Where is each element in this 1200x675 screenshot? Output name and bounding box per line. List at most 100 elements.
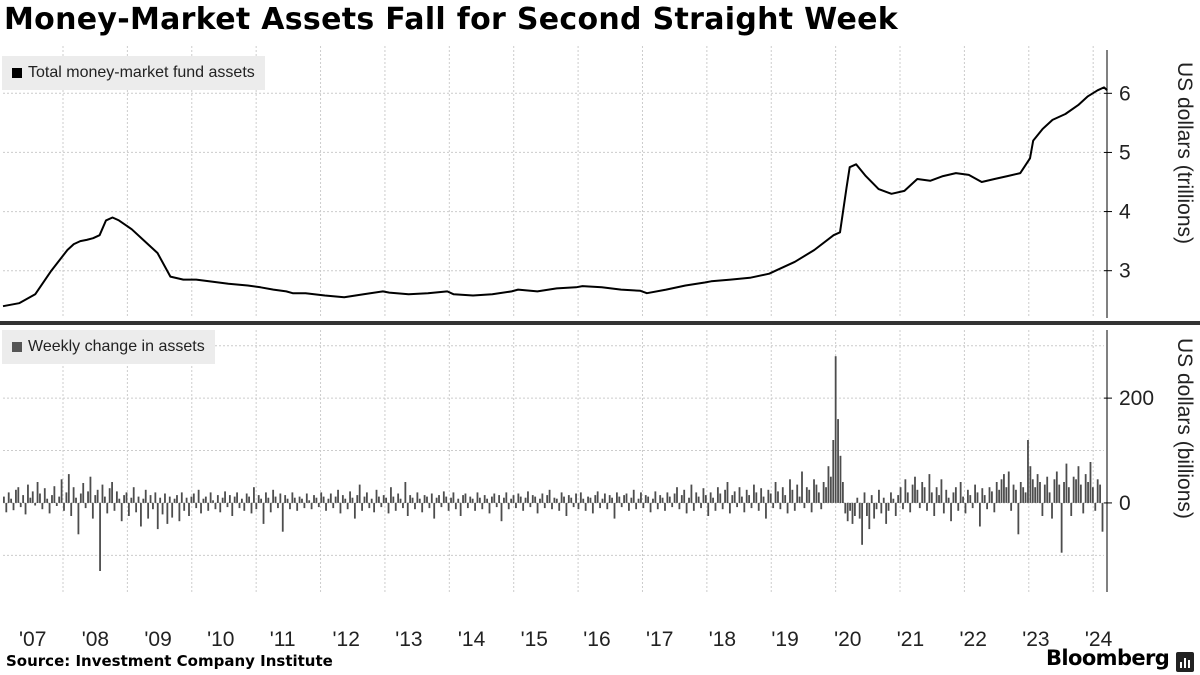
bar <box>849 502 851 511</box>
legend-bottom: Weekly change in assets <box>2 330 215 364</box>
bar <box>796 484 799 503</box>
bar <box>421 502 424 513</box>
bar <box>878 489 880 503</box>
bar <box>834 356 837 503</box>
bar <box>779 502 782 510</box>
bar <box>346 502 349 510</box>
bar <box>409 495 412 503</box>
bar <box>587 496 589 503</box>
bar <box>1058 484 1061 503</box>
bar <box>454 502 457 510</box>
bar <box>570 497 573 503</box>
x-tick-label: '16 <box>583 628 610 651</box>
bar <box>998 489 1001 503</box>
bar <box>986 502 989 510</box>
bar <box>572 502 575 508</box>
bar <box>63 502 65 511</box>
bar <box>123 495 125 503</box>
bar <box>459 502 462 516</box>
bar <box>77 502 80 535</box>
bar <box>27 484 29 503</box>
bar <box>767 489 770 503</box>
bar <box>853 502 856 516</box>
bar <box>79 493 82 503</box>
bar <box>930 492 933 503</box>
bar <box>22 495 25 503</box>
bar <box>113 502 116 511</box>
bar <box>995 482 998 503</box>
bar <box>315 497 318 503</box>
bar <box>942 502 945 514</box>
bar <box>517 493 520 503</box>
bar <box>1087 482 1089 503</box>
bar <box>171 502 174 518</box>
bar <box>589 497 592 503</box>
bar <box>375 489 378 503</box>
bar <box>704 495 707 503</box>
bar <box>180 492 183 503</box>
bar <box>228 495 231 503</box>
bar <box>219 502 222 513</box>
bar <box>772 502 775 509</box>
bar <box>281 502 284 532</box>
bar <box>668 496 671 503</box>
bar <box>524 497 527 503</box>
bar <box>99 502 101 571</box>
bar <box>979 502 981 527</box>
bar <box>363 496 366 503</box>
bar <box>411 497 414 503</box>
bar <box>736 502 738 508</box>
bar <box>75 497 77 503</box>
bar <box>868 502 871 530</box>
bar <box>41 502 44 510</box>
bar <box>469 496 472 503</box>
bar <box>253 487 255 503</box>
bar <box>147 502 150 519</box>
bar <box>640 492 642 503</box>
bar <box>310 502 313 510</box>
bar <box>680 495 683 503</box>
bar <box>356 495 359 503</box>
bar <box>132 487 135 503</box>
bar <box>1082 502 1085 514</box>
bar <box>1060 502 1063 553</box>
y-axis-title-bottom: US dollars (billions) <box>1173 338 1196 519</box>
x-tick-label: '20 <box>834 628 861 651</box>
bar <box>534 496 537 503</box>
bar <box>233 496 236 503</box>
bar <box>325 502 327 511</box>
bar <box>445 496 448 503</box>
bar <box>892 498 895 503</box>
bar <box>608 495 611 503</box>
legend-label-weekly-change: Weekly change in assets <box>28 338 205 355</box>
bar <box>969 495 972 503</box>
bar <box>51 495 53 503</box>
bar <box>339 502 342 514</box>
bar <box>385 497 388 503</box>
bar <box>527 491 529 503</box>
legend-label-total-assets: Total money-market fund assets <box>28 64 255 81</box>
bar <box>976 492 979 503</box>
bar <box>159 497 162 503</box>
bar <box>945 489 948 503</box>
bar <box>94 495 97 503</box>
bar <box>529 502 532 508</box>
bar <box>402 502 404 509</box>
bar <box>846 502 849 522</box>
bar <box>216 495 219 503</box>
bar <box>769 493 772 503</box>
bar <box>971 502 974 509</box>
bar <box>584 502 587 511</box>
bar <box>221 497 224 503</box>
bar <box>137 496 140 503</box>
bar <box>370 498 373 503</box>
bar <box>10 498 13 503</box>
bar <box>262 502 265 524</box>
bar <box>577 502 580 510</box>
bar <box>935 487 938 503</box>
bar <box>993 502 996 513</box>
bar <box>248 496 250 503</box>
bar <box>48 502 51 514</box>
bar <box>1051 502 1053 519</box>
bar <box>700 502 702 509</box>
